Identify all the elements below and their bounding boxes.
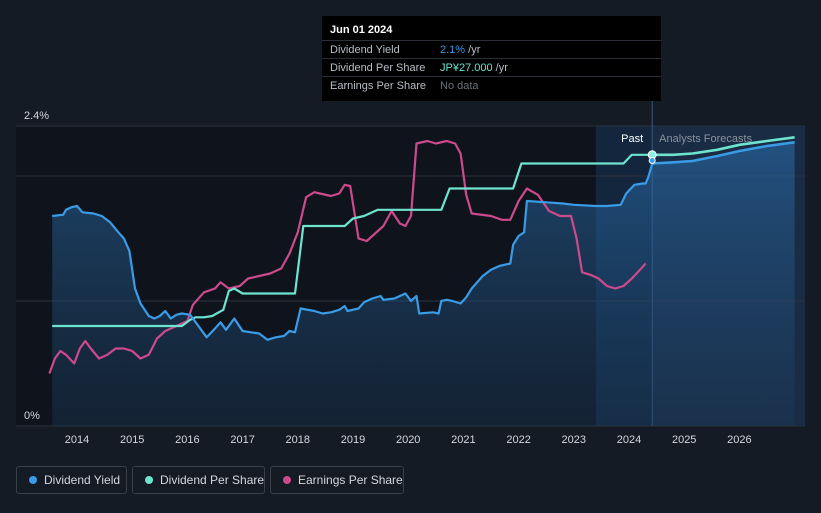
tooltip-date: Jun 01 2024 (330, 24, 393, 36)
tooltip-label: Earnings Per Share (330, 80, 426, 92)
tooltip-label: Dividend Per Share (330, 62, 426, 74)
tooltip-value: No data (440, 80, 479, 92)
x-tick-label: 2020 (396, 434, 420, 446)
forecast-label: Analysts Forecasts (659, 133, 752, 145)
x-tick-label: 2016 (175, 434, 199, 446)
x-tick-label: 2023 (562, 434, 586, 446)
legend-label: Dividend Per Share (160, 473, 265, 487)
x-tick-label: 2019 (341, 434, 365, 446)
dividend-yield-forecast-line (652, 141, 795, 165)
x-tick-label: 2026 (727, 434, 751, 446)
tooltip-row-dividend-per-share: Dividend Per Share JP¥27.000 /yr (322, 58, 661, 77)
earnings-per-share-line (48, 139, 647, 374)
x-tick-label: 2021 (451, 434, 475, 446)
y-tick-label: 0% (24, 410, 40, 422)
tooltip-dps-value: JP¥27.000 (440, 62, 493, 74)
tooltip-value: 2.1% /yr (440, 44, 480, 56)
legend-item-earnings-per-share[interactable]: Earnings Per Share (270, 466, 404, 494)
x-tick-label: 2017 (230, 434, 254, 446)
legend-item-dividend-per-share[interactable]: Dividend Per Share (132, 466, 265, 494)
tooltip-unit: /yr (465, 44, 481, 56)
tooltip-value: JP¥27.000 /yr (440, 62, 508, 74)
y-tick-label: 2.4% (24, 110, 49, 122)
tooltip-row-dividend-yield: Dividend Yield 2.1% /yr (322, 40, 661, 59)
tooltip-label: Dividend Yield (330, 44, 400, 56)
x-tick-label: 2018 (286, 434, 310, 446)
legend-label: Earnings Per Share (298, 473, 403, 487)
dividend-yield-area (52, 142, 795, 427)
dividend-per-share-forecast-line (652, 136, 795, 157)
x-tick-label: 2025 (672, 434, 696, 446)
tooltip-unit: /yr (492, 62, 508, 74)
past-label: Past (621, 133, 643, 145)
x-tick-label: 2014 (65, 434, 89, 446)
legend-dot-icon (283, 476, 291, 484)
tooltip-row-earnings-per-share: Earnings Per Share No data (322, 76, 661, 95)
legend-dot-icon (29, 476, 37, 484)
tooltip-yield-value: 2.1% (440, 44, 466, 56)
x-tick-label: 2022 (506, 434, 530, 446)
chart-tooltip: Jun 01 2024 Dividend Yield 2.1% /yr Divi… (322, 16, 661, 101)
dividend-yield-line (52, 163, 654, 341)
legend-item-dividend-yield[interactable]: Dividend Yield (16, 466, 127, 494)
tooltip-eps-value: No data (440, 80, 479, 92)
legend-label: Dividend Yield (44, 473, 121, 487)
legend-dot-icon (145, 476, 153, 484)
dividend-per-share-line (52, 153, 653, 328)
x-tick-label: 2015 (120, 434, 144, 446)
dividend-yield-marker (648, 157, 656, 164)
x-tick-label: 2024 (617, 434, 641, 446)
